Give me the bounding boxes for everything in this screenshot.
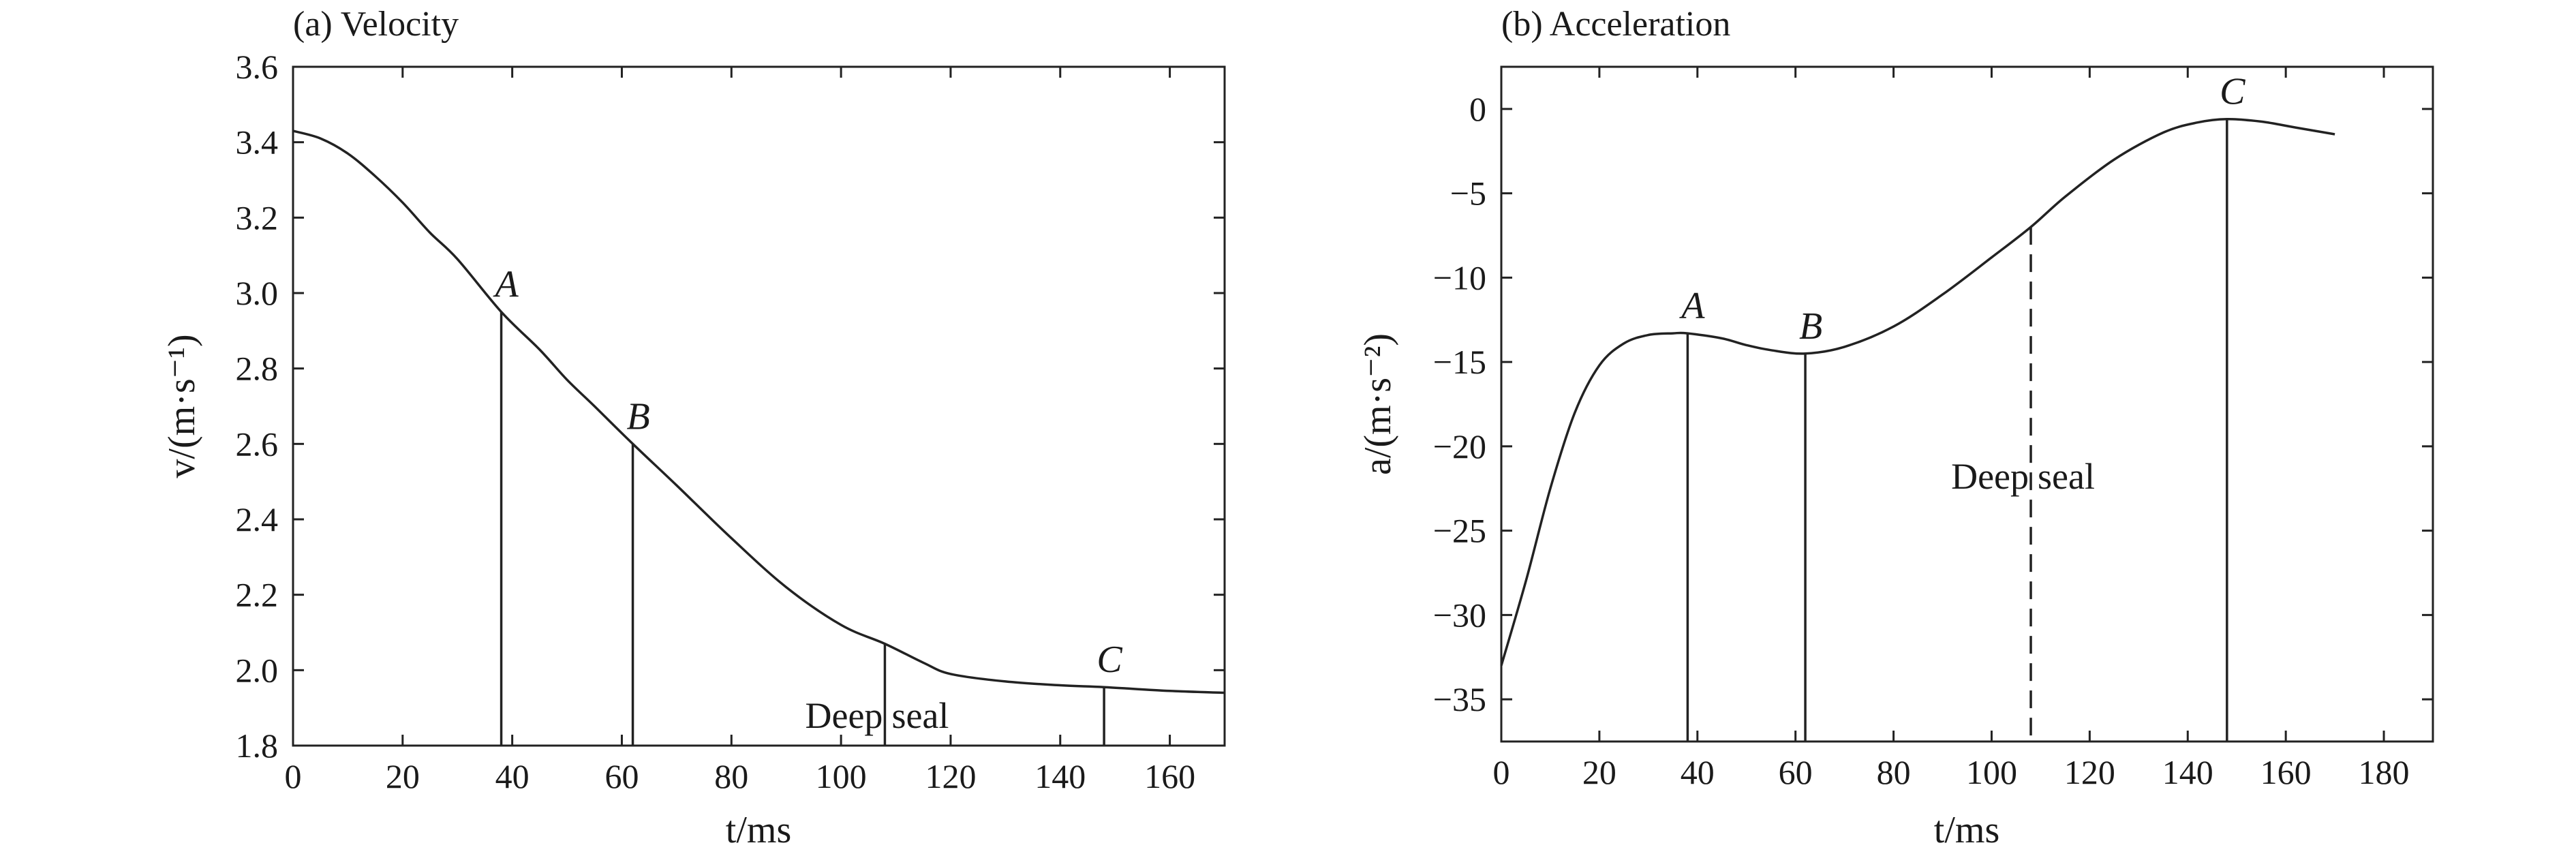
velocity-y-tick-label: 3.6 <box>236 48 279 86</box>
velocity-y-tick-label: 3.4 <box>236 123 279 162</box>
acceleration-x-tick-label: 100 <box>1966 753 2017 791</box>
acceleration-annotation-left: Deep <box>1951 456 2029 497</box>
acceleration-x-tick-label: 20 <box>1582 753 1616 791</box>
velocity-point-label-a: A <box>492 264 519 306</box>
acceleration-y-axis-label: a/(m·s⁻²) <box>1357 333 1399 475</box>
velocity-tick-labels: 0 20 40 60 80 100 120 140 160 1.8 2.0 2.2 2.4 2.6 2.8 3… <box>236 48 1196 795</box>
acceleration-x-tick-label: 140 <box>2162 753 2213 791</box>
acceleration-curve <box>1500 117 2335 667</box>
velocity-x-tick-label: 0 <box>285 757 302 795</box>
velocity-panel: (a) Velocity 0 20 40 60 80 100 120 140 160 1.8 2.0… <box>161 5 1226 851</box>
velocity-y-tick-label: 2.4 <box>236 500 279 538</box>
velocity-x-tick-label: 60 <box>604 757 639 795</box>
velocity-x-tick-label: 40 <box>495 757 530 795</box>
acceleration-y-tick-label: −25 <box>1433 512 1486 550</box>
acceleration-x-axis-label: t/ms <box>1934 809 1999 851</box>
acceleration-y-tick-label: −15 <box>1433 343 1486 381</box>
acceleration-y-tick-label: −35 <box>1433 680 1486 718</box>
velocity-y-tick-label: 1.8 <box>236 727 279 765</box>
acceleration-x-tick-label: 40 <box>1681 753 1715 791</box>
velocity-curve <box>292 129 1225 694</box>
acceleration-x-tick-label: 120 <box>2064 753 2115 791</box>
acceleration-y-tick-label: −20 <box>1433 427 1486 465</box>
acceleration-tick-labels: 0 20 40 60 80 100 120 140 160 180 −35 −30 −25 −20 −15 −… <box>1433 90 2410 791</box>
acceleration-x-tick-label: 0 <box>1493 753 1510 791</box>
acceleration-annotation-right: seal <box>2038 456 2095 497</box>
velocity-point-label-c: C <box>1097 639 1122 681</box>
acceleration-plot-frame <box>1500 65 2434 743</box>
acceleration-y-tick-label: −5 <box>1450 174 1486 213</box>
velocity-title: (a) Velocity <box>293 5 459 44</box>
acceleration-ticks <box>1500 67 2433 742</box>
acceleration-y-tick-label: 0 <box>1469 90 1486 128</box>
velocity-y-axis-label: v/(m·s⁻¹) <box>161 334 203 478</box>
velocity-annotation-right: seal <box>891 695 949 736</box>
velocity-y-tick-label: 2.2 <box>236 576 279 614</box>
velocity-x-tick-label: 120 <box>925 757 976 795</box>
acceleration-title: (b) Acceleration <box>1501 5 1730 44</box>
acceleration-markers: A B C <box>1678 71 2245 742</box>
acceleration-point-label-b: B <box>1799 305 1822 348</box>
velocity-x-axis-label: t/ms <box>726 809 791 851</box>
velocity-annotation: Deep seal <box>806 695 949 736</box>
velocity-y-tick-label: 3.0 <box>236 274 279 312</box>
acceleration-point-label-a: A <box>1678 285 1705 327</box>
velocity-annotation-left: Deep <box>806 695 883 736</box>
velocity-y-tick-label: 2.8 <box>236 350 279 388</box>
velocity-x-tick-label: 140 <box>1034 757 1086 795</box>
acceleration-x-tick-label: 160 <box>2260 753 2312 791</box>
velocity-y-tick-label: 2.6 <box>236 425 279 463</box>
acceleration-panel: (b) Acceleration 0 20 40 60 80 100 120 140 160 18… <box>1357 5 2434 851</box>
velocity-y-tick-label: 2.0 <box>236 651 279 689</box>
acceleration-y-tick-label: −10 <box>1433 258 1486 296</box>
acceleration-x-tick-label: 180 <box>2359 753 2410 791</box>
velocity-x-tick-label: 80 <box>714 757 748 795</box>
acceleration-point-label-c: C <box>2220 71 2245 113</box>
velocity-x-tick-label: 160 <box>1144 757 1195 795</box>
velocity-y-tick-label: 3.2 <box>236 198 279 236</box>
acceleration-x-tick-label: 60 <box>1779 753 1813 791</box>
velocity-ticks <box>292 65 1225 747</box>
velocity-markers: A B C <box>492 264 1122 746</box>
velocity-x-tick-label: 20 <box>386 757 420 795</box>
acceleration-y-tick-label: −30 <box>1433 596 1486 634</box>
velocity-plot-frame <box>292 65 1226 747</box>
acceleration-annotation: Deep seal <box>1951 456 2095 497</box>
velocity-point-label-b: B <box>626 395 649 438</box>
velocity-x-tick-label: 100 <box>816 757 867 795</box>
acceleration-x-tick-label: 80 <box>1877 753 1911 791</box>
